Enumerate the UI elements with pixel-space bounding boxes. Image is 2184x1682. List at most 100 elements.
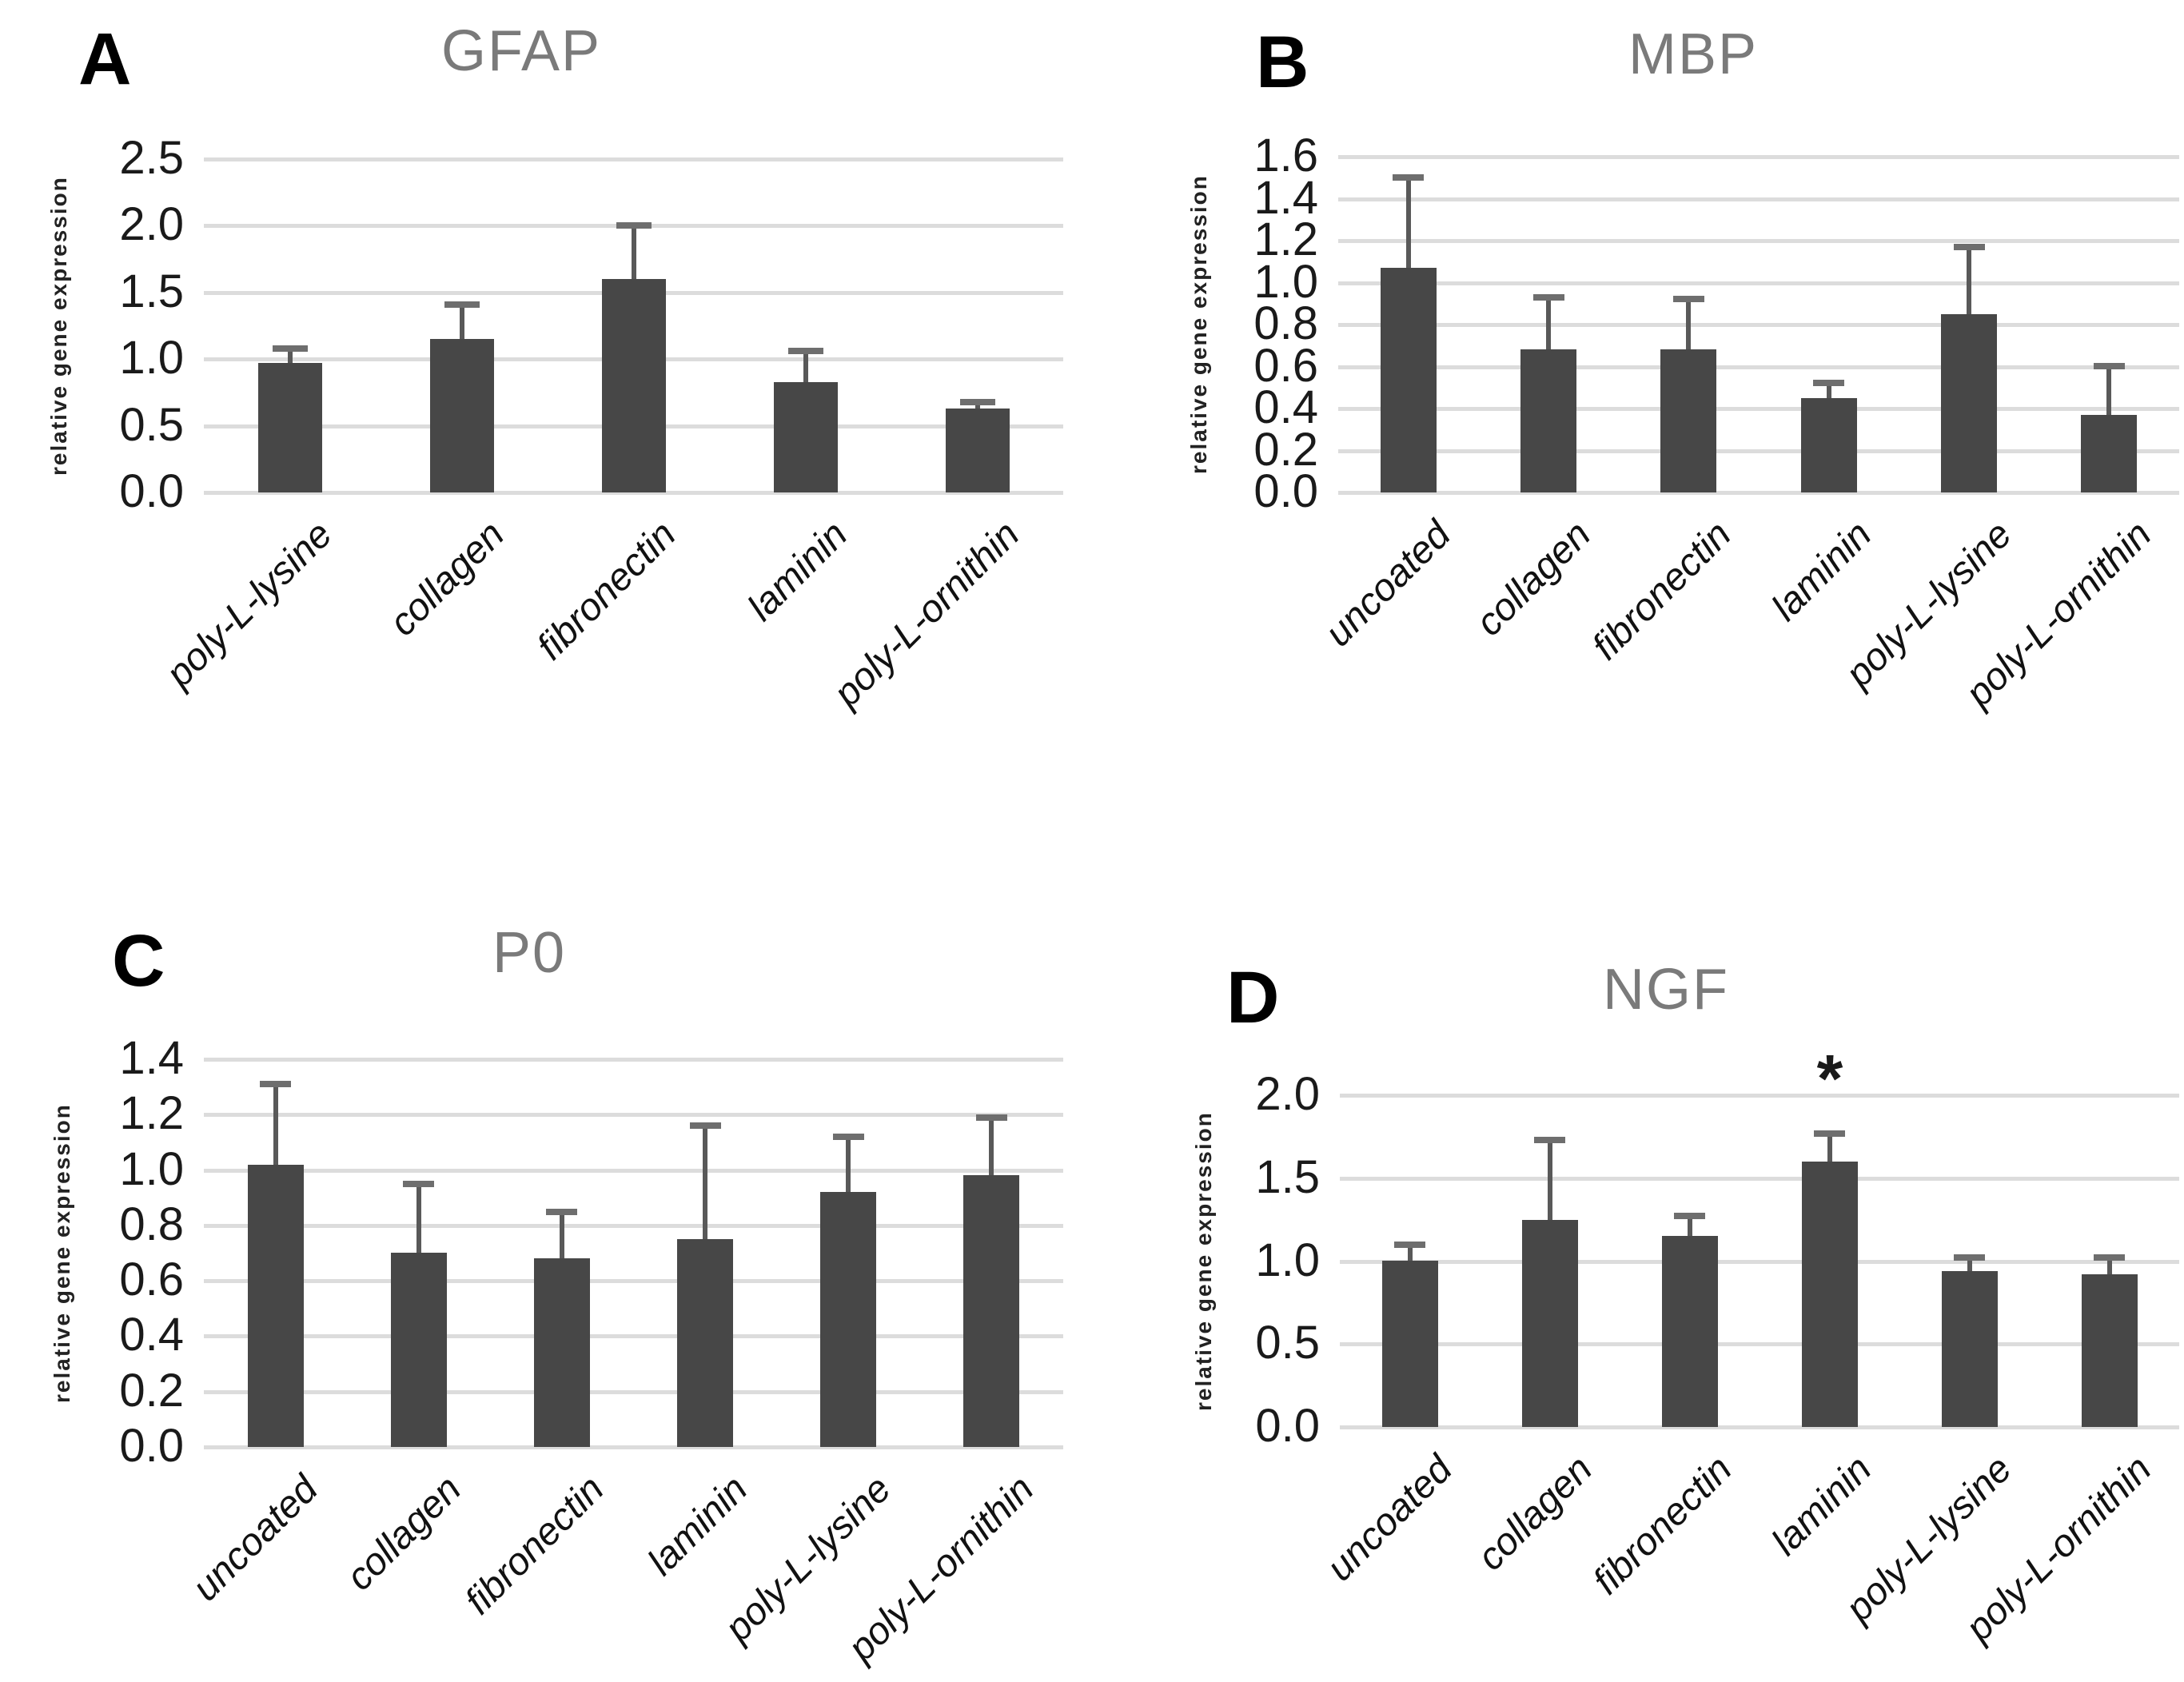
bar-collagen	[1522, 1220, 1578, 1427]
x-tick-label: poly-L-ornithin	[826, 512, 1028, 715]
y-tick-label: 2.5	[119, 132, 184, 184]
bar-uncoated	[248, 1165, 304, 1447]
y-tick-label: 0.4	[119, 1309, 184, 1361]
error-bar	[1967, 1258, 1972, 1271]
x-tick-label: laminin	[1764, 1447, 1880, 1564]
error-bar	[632, 225, 636, 279]
y-tick-label: 0.5	[1255, 1317, 1320, 1369]
bar-poly-L-ornithin	[946, 409, 1010, 492]
significance-asterisk: *	[1816, 1041, 1843, 1116]
error-bar	[1688, 1216, 1692, 1236]
bar-poly-L-lysine	[258, 363, 322, 492]
bar-uncoated	[1382, 1261, 1438, 1427]
y-tick-label: 1.2	[119, 1087, 184, 1140]
x-tick-label: fibronectin	[1584, 512, 1740, 668]
gridline	[1338, 365, 2179, 369]
gridline	[204, 491, 1063, 495]
error-bar	[846, 1137, 851, 1192]
panel-letter: D	[1226, 957, 1280, 1038]
y-tick-label: 0.6	[1253, 339, 1318, 392]
y-tick-label: 1.2	[1253, 213, 1318, 265]
error-bar-cap	[1814, 1130, 1845, 1137]
x-tick-label: uncoated	[1318, 1447, 1461, 1590]
error-bar-cap	[1954, 244, 1985, 250]
y-tick-label: 1.4	[119, 1032, 184, 1084]
error-bar-cap	[2094, 1254, 2125, 1261]
error-bar	[2106, 367, 2111, 415]
bar-laminin	[774, 382, 838, 492]
bar-uncoated	[1381, 268, 1437, 492]
error-bar	[803, 352, 808, 382]
gridline	[204, 1445, 1063, 1449]
chart-title: P0	[492, 921, 567, 985]
gridline	[1338, 281, 2179, 285]
error-bar	[1827, 384, 1831, 398]
error-bar-cap	[960, 399, 995, 405]
error-bar	[1967, 247, 1971, 314]
error-bar	[460, 305, 464, 339]
gridline	[204, 1113, 1063, 1118]
error-bar	[2107, 1258, 2112, 1274]
x-tick-label: collagen	[381, 512, 512, 644]
panel-letter: B	[1256, 22, 1309, 103]
y-tick-label: 0.2	[1253, 423, 1318, 476]
gridline	[204, 1279, 1063, 1284]
gridline	[1338, 491, 2179, 495]
error-bar-cap	[690, 1122, 721, 1129]
bar-fibronectin	[1662, 1236, 1718, 1427]
gridline	[204, 1223, 1063, 1228]
y-tick-label: 0.8	[1253, 297, 1318, 349]
panel-a-gfap: A GFAP relative gene expression 0.0 0.5 1.…	[32, 13, 1124, 847]
bar-poly-L-lysine	[1941, 314, 1997, 492]
error-bar	[560, 1211, 564, 1258]
plot-area: *	[1340, 1045, 2179, 1429]
bar-laminin	[1801, 398, 1857, 492]
x-tick-label: fibronectin	[528, 512, 684, 668]
x-tick-label: collagen	[1468, 512, 1600, 644]
x-tick-label: laminin	[640, 1467, 756, 1584]
x-tick-label: collagen	[1469, 1447, 1600, 1579]
x-tick-label: uncoated	[1317, 512, 1460, 656]
error-bar	[1406, 177, 1411, 268]
error-bar	[989, 1117, 994, 1175]
x-tick-label: collagen	[338, 1467, 470, 1599]
bar-poly-L-ornithin	[2082, 1274, 2138, 1427]
x-tick-label: fibronectin	[457, 1467, 613, 1623]
chart-title: MBP	[1628, 22, 1759, 86]
error-bar-cap	[1533, 294, 1564, 301]
gridline	[1338, 239, 2179, 243]
error-bar	[416, 1183, 421, 1253]
error-bar-cap	[788, 348, 823, 354]
y-tick-label: 0.8	[119, 1198, 184, 1250]
y-tick-label: 1.0	[1255, 1234, 1320, 1286]
chart-title: NGF	[1603, 958, 1729, 1022]
y-tick-label: 2.0	[1255, 1068, 1320, 1120]
chart-title: GFAP	[440, 19, 602, 83]
error-bar-cap	[444, 301, 480, 308]
gridline	[1340, 1176, 2179, 1181]
gridline	[204, 1389, 1063, 1394]
error-bar-cap	[1673, 296, 1704, 302]
bar-fibronectin	[1660, 349, 1716, 492]
x-tick-label: laminin	[739, 512, 856, 629]
gridline	[1338, 197, 2179, 201]
y-tick-label: 0.5	[119, 398, 184, 451]
bar-laminin	[1802, 1162, 1858, 1427]
gridline	[1338, 407, 2179, 411]
gridline	[204, 1168, 1063, 1173]
y-tick-label: 0.0	[1253, 465, 1318, 517]
y-tick-label: 0.0	[119, 1420, 184, 1472]
bar-poly-L-ornithin	[2081, 415, 2137, 492]
y-tick-label: 1.6	[1253, 130, 1318, 181]
y-tick-label: 2.0	[119, 198, 184, 251]
bar-fibronectin	[602, 279, 666, 492]
bar-laminin	[677, 1239, 733, 1447]
gridline	[204, 157, 1063, 161]
error-bar	[1686, 299, 1691, 349]
error-bar	[273, 1085, 278, 1165]
bar-fibronectin	[534, 1258, 590, 1447]
x-tick-label: fibronectin	[1584, 1447, 1740, 1603]
gridline	[1340, 1259, 2179, 1264]
error-bar-cap	[403, 1181, 434, 1187]
error-bar-cap	[1393, 174, 1424, 181]
